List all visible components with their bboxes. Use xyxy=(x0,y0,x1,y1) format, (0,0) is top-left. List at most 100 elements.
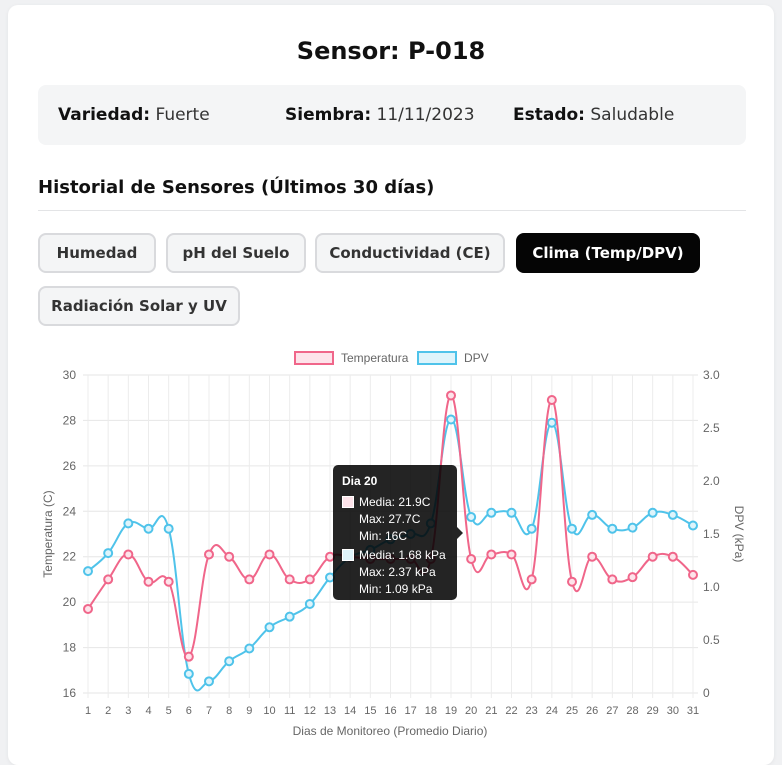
info-variedad-label: Variedad: xyxy=(58,105,151,125)
chart-tooltip: Dia 20 Media: 21.9C Max: 27.7C Min: 16C … xyxy=(333,465,463,600)
tab-conductividad[interactable]: Conductividad (CE) xyxy=(315,233,505,273)
x-tick-label: 17 xyxy=(405,705,417,717)
data-point-dpv xyxy=(667,509,678,520)
data-point-temperatura xyxy=(688,569,698,580)
data-point-dpv xyxy=(506,507,517,518)
x-tick-label: 22 xyxy=(505,705,517,717)
x-tick-label: 20 xyxy=(465,705,477,717)
x-tick-label: 10 xyxy=(263,705,275,717)
data-point-temperatura xyxy=(284,574,295,585)
section-divider xyxy=(38,210,746,211)
x-tick-label: 29 xyxy=(647,705,659,717)
y2-axis-title: DPV (kPa) xyxy=(732,506,746,563)
x-tick-label: 15 xyxy=(364,705,376,717)
y2-tick-label: 0.5 xyxy=(703,633,720,647)
legend-swatch-temperatura xyxy=(294,351,334,365)
data-point-dpv xyxy=(466,512,477,523)
y-tick-label: 26 xyxy=(63,459,77,473)
y2-tick-label: 2.0 xyxy=(703,474,720,488)
x-tick-label: 31 xyxy=(687,705,699,717)
data-point-dpv xyxy=(204,676,214,687)
x-tick-label: 28 xyxy=(626,705,638,717)
data-point-dpv xyxy=(244,643,255,654)
y2-tick-label: 3.0 xyxy=(703,368,720,382)
x-tick-label: 18 xyxy=(425,705,437,717)
x-tick-label: 5 xyxy=(166,705,172,717)
data-point-temperatura xyxy=(264,549,275,560)
data-point-temperatura xyxy=(224,551,235,562)
tooltip-temp-min: Min: 16C xyxy=(359,529,408,543)
y-tick-label: 20 xyxy=(63,595,77,609)
data-point-dpv xyxy=(486,507,497,518)
tab-clima[interactable]: Clima (Temp/DPV) xyxy=(516,233,700,273)
tooltip-title: Dia 20 xyxy=(342,474,378,488)
data-point-dpv xyxy=(587,509,598,520)
data-point-temperatura xyxy=(143,576,154,587)
data-point-temperatura xyxy=(647,551,658,562)
data-point-temperatura xyxy=(83,603,93,614)
x-tick-label: 3 xyxy=(125,705,131,717)
data-point-dpv xyxy=(163,523,174,534)
info-siembra-label: Siembra: xyxy=(285,105,372,125)
data-point-dpv xyxy=(567,523,577,534)
data-point-temperatura xyxy=(244,574,255,585)
tooltip-dpv-media: Media: 1.68 kPa xyxy=(359,548,446,562)
sensor-info-panel: Variedad: Fuerte Siembra: 11/11/2023 Est… xyxy=(38,85,746,145)
tab-ph-suelo[interactable]: pH del Suelo xyxy=(166,233,306,273)
data-point-dpv xyxy=(224,656,235,667)
data-point-temperatura xyxy=(183,651,194,662)
x-tick-label: 27 xyxy=(606,705,618,717)
x-tick-label: 23 xyxy=(526,705,538,717)
info-estado: Estado: Saludable xyxy=(513,105,674,125)
data-point-temperatura xyxy=(627,572,638,583)
data-point-dpv xyxy=(526,523,537,534)
x-tick-label: 9 xyxy=(246,705,252,717)
tooltip-temp-swatch xyxy=(342,496,354,508)
data-point-dpv xyxy=(304,598,315,609)
legend-swatch-dpv xyxy=(417,351,457,365)
data-point-temperatura xyxy=(163,576,174,587)
tab-humedad[interactable]: Humedad xyxy=(38,233,156,273)
info-siembra: Siembra: 11/11/2023 xyxy=(285,105,475,125)
data-point-temperatura xyxy=(486,549,497,560)
data-point-temperatura xyxy=(607,574,618,585)
data-point-temperatura xyxy=(667,551,678,562)
x-tick-label: 4 xyxy=(145,705,151,717)
info-variedad-value: Fuerte xyxy=(155,105,210,125)
y-tick-label: 22 xyxy=(63,550,77,564)
y-axis-title: Temperatura (C) xyxy=(41,490,55,577)
data-point-dpv xyxy=(103,548,114,559)
x-tick-label: 26 xyxy=(586,705,598,717)
y2-tick-label: 1.5 xyxy=(703,527,720,541)
info-estado-value: Saludable xyxy=(590,105,675,125)
data-point-temperatura xyxy=(446,390,456,401)
page-title: Sensor: P-018 xyxy=(296,37,486,65)
tab-radiacion-solar-uv[interactable]: Radiación Solar y UV xyxy=(38,286,240,326)
x-tick-label: 7 xyxy=(206,705,212,717)
data-point-dpv xyxy=(143,523,154,534)
y-tick-label: 16 xyxy=(63,686,77,700)
y-tick-label: 30 xyxy=(63,368,77,382)
x-tick-label: 12 xyxy=(304,705,316,717)
tooltip-caret xyxy=(457,527,463,539)
data-point-temperatura xyxy=(587,551,598,562)
data-point-temperatura xyxy=(546,394,557,405)
x-tick-label: 24 xyxy=(546,705,558,717)
section-title: Historial de Sensores (Últimos 30 días) xyxy=(38,177,435,198)
y-tick-label: 18 xyxy=(63,641,77,655)
data-point-dpv xyxy=(83,566,93,577)
x-tick-label: 25 xyxy=(566,705,578,717)
data-point-temperatura xyxy=(506,549,517,560)
info-variedad: Variedad: Fuerte xyxy=(58,105,210,125)
y2-tick-label: 2.5 xyxy=(703,421,720,435)
y-tick-label: 28 xyxy=(63,413,77,427)
x-tick-label: 21 xyxy=(485,705,497,717)
tooltip-dpv-min: Min: 1.09 kPa xyxy=(359,582,433,596)
data-point-temperatura xyxy=(526,574,537,585)
data-point-temperatura xyxy=(466,553,477,564)
data-point-dpv xyxy=(627,522,638,533)
x-tick-label: 6 xyxy=(186,705,192,717)
legend-label-dpv: DPV xyxy=(464,351,489,365)
data-point-dpv xyxy=(546,417,557,428)
